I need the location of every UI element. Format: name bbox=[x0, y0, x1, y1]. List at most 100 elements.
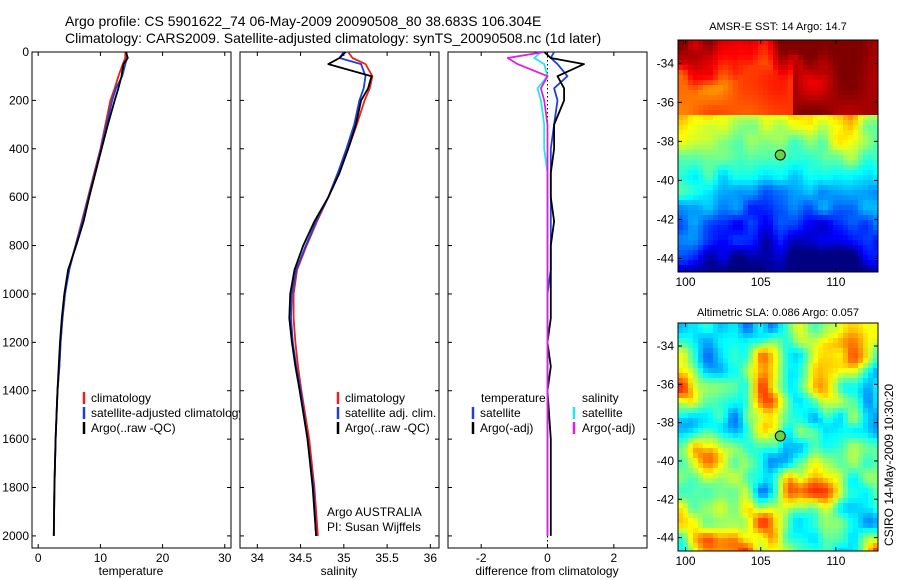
heatmap-cell bbox=[713, 145, 719, 151]
heatmap-cell bbox=[758, 160, 764, 166]
heatmap-cell bbox=[848, 508, 854, 514]
heatmap-cell bbox=[683, 175, 689, 181]
heatmap-cell bbox=[753, 428, 759, 434]
heatmap-cell bbox=[743, 115, 749, 121]
heatmap-cell bbox=[763, 458, 769, 464]
heatmap-cell bbox=[828, 433, 834, 439]
heatmap-cell bbox=[848, 165, 854, 171]
heatmap-cell bbox=[868, 45, 874, 51]
heatmap-cell bbox=[698, 493, 704, 499]
heatmap-cell bbox=[803, 145, 809, 151]
heatmap-cell bbox=[713, 40, 719, 46]
heatmap-cell bbox=[738, 95, 744, 101]
heatmap-cell bbox=[848, 155, 854, 161]
heatmap-cell bbox=[843, 358, 849, 364]
heatmap-cell bbox=[838, 115, 844, 121]
heatmap-cell bbox=[808, 150, 814, 156]
heatmap-cell bbox=[858, 418, 864, 424]
heatmap-cell bbox=[873, 240, 879, 246]
heatmap-cell bbox=[718, 270, 724, 273]
heatmap-cell bbox=[868, 165, 874, 171]
heatmap-cell bbox=[803, 85, 809, 91]
heatmap-cell bbox=[713, 328, 719, 334]
heatmap-cell bbox=[823, 110, 829, 116]
heatmap-cell bbox=[858, 240, 864, 246]
heatmap-cell bbox=[733, 538, 739, 544]
heatmap-cell bbox=[768, 453, 774, 459]
heatmap-cell bbox=[833, 513, 839, 519]
heatmap-cell bbox=[763, 368, 769, 374]
heatmap-cell bbox=[698, 403, 704, 409]
heatmap-cell bbox=[723, 453, 729, 459]
heatmap-cell bbox=[853, 333, 859, 339]
heatmap-cell bbox=[793, 333, 799, 339]
heatmap-cell bbox=[708, 418, 714, 424]
heatmap-cell bbox=[768, 528, 774, 534]
heatmap-cell bbox=[738, 180, 744, 186]
heatmap-cell bbox=[768, 185, 774, 191]
heatmap-cell bbox=[748, 80, 754, 86]
heatmap-cell bbox=[738, 328, 744, 334]
heatmap-cell bbox=[843, 408, 849, 414]
heatmap-cell bbox=[708, 175, 714, 181]
heatmap-cell bbox=[713, 368, 719, 374]
heatmap-cell bbox=[803, 513, 809, 519]
heatmap-cell bbox=[818, 195, 824, 201]
heatmap-cell bbox=[848, 328, 854, 334]
heatmap-cell bbox=[738, 528, 744, 534]
heatmap-cell bbox=[683, 543, 689, 549]
heatmap-cell bbox=[763, 333, 769, 339]
heatmap-cell bbox=[708, 333, 714, 339]
heatmap-cell bbox=[828, 90, 834, 96]
heatmap-cell bbox=[758, 240, 764, 246]
heatmap-cell bbox=[808, 478, 814, 484]
heatmap-cell bbox=[858, 180, 864, 186]
heatmap-cell bbox=[718, 165, 724, 171]
heatmap-cell bbox=[738, 55, 744, 61]
heatmap-cell bbox=[693, 105, 699, 111]
heatmap-cell bbox=[848, 348, 854, 354]
heatmap-cell bbox=[723, 488, 729, 494]
heatmap-cell bbox=[798, 538, 804, 544]
heatmap-cell bbox=[763, 523, 769, 529]
heatmap-cell bbox=[763, 423, 769, 429]
heatmap-cell bbox=[753, 200, 759, 206]
heatmap-cell bbox=[783, 235, 789, 241]
heatmap-cell bbox=[853, 348, 859, 354]
lat-tick-label: -42 bbox=[657, 212, 675, 226]
heatmap-cell bbox=[688, 488, 694, 494]
heatmap-cell bbox=[813, 328, 819, 334]
heatmap-cell bbox=[778, 383, 784, 389]
heatmap-cell bbox=[798, 155, 804, 161]
heatmap-cell bbox=[678, 70, 684, 76]
heatmap-cell bbox=[723, 50, 729, 56]
heatmap-cell bbox=[728, 333, 734, 339]
heatmap-cell bbox=[743, 328, 749, 334]
heatmap-cell bbox=[753, 363, 759, 369]
heatmap-cell bbox=[863, 180, 869, 186]
heatmap-cell bbox=[768, 403, 774, 409]
heatmap-cell bbox=[783, 175, 789, 181]
heatmap-cell bbox=[738, 463, 744, 469]
heatmap-cell bbox=[693, 165, 699, 171]
heatmap-cell bbox=[713, 80, 719, 86]
heatmap-cell bbox=[768, 538, 774, 544]
heatmap-cell bbox=[683, 413, 689, 419]
heatmap-cell bbox=[833, 488, 839, 494]
heatmap-cell bbox=[803, 408, 809, 414]
heatmap-cell bbox=[763, 513, 769, 519]
heatmap-cell bbox=[848, 458, 854, 464]
heatmap-cell bbox=[763, 468, 769, 474]
heatmap-cell bbox=[718, 468, 724, 474]
heatmap-cell bbox=[773, 165, 779, 171]
heatmap-cell bbox=[873, 403, 879, 409]
heatmap-cell bbox=[688, 548, 694, 552]
heatmap-cell bbox=[833, 150, 839, 156]
heatmap-cell bbox=[833, 195, 839, 201]
heatmap-cell bbox=[848, 185, 854, 191]
heatmap-cell bbox=[773, 458, 779, 464]
heatmap-cell bbox=[833, 210, 839, 216]
heatmap-cell bbox=[853, 398, 859, 404]
heatmap-cell bbox=[723, 225, 729, 231]
